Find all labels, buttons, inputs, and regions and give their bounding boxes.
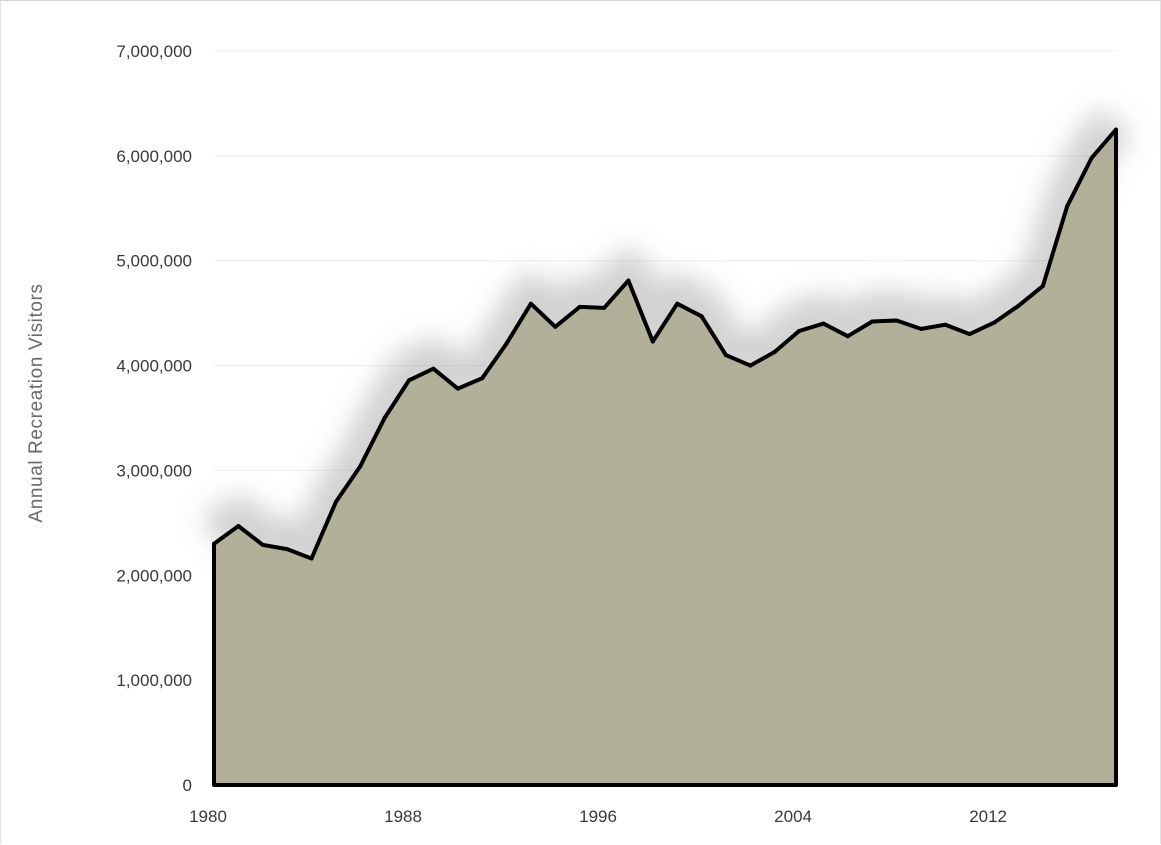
data-point (480, 376, 485, 381)
data-point (1114, 127, 1118, 132)
data-point (212, 541, 216, 546)
data-point (870, 319, 875, 324)
data-point (772, 349, 777, 354)
y-tick-label: 1,000,000 (116, 671, 192, 690)
x-tick-label: 1996 (579, 807, 617, 826)
data-point (1089, 156, 1094, 160)
y-tick-label: 2,000,000 (116, 566, 192, 585)
data-point (943, 322, 948, 327)
data-point (358, 464, 363, 469)
data-point (675, 301, 680, 306)
y-tick-label: 5,000,000 (116, 252, 192, 271)
data-point (626, 278, 631, 283)
data-point (528, 301, 533, 306)
data-point (260, 542, 265, 547)
x-tick-label: 2012 (969, 807, 1007, 826)
data-point (967, 332, 972, 337)
data-point (797, 329, 802, 333)
x-tick-label: 1988 (384, 807, 422, 826)
data-point (553, 324, 558, 329)
data-point (699, 314, 704, 319)
y-tick-label: 0 (183, 776, 192, 795)
data-point (285, 547, 290, 552)
data-point (723, 353, 728, 358)
data-point (1016, 303, 1021, 308)
data-point (236, 524, 241, 528)
y-tick-label: 3,000,000 (116, 461, 192, 480)
data-point (504, 341, 509, 346)
data-point (894, 318, 899, 323)
y-tick-label: 7,000,000 (116, 42, 192, 61)
data-point (748, 363, 753, 368)
series-area (214, 129, 1116, 786)
data-point (1040, 283, 1045, 288)
y-axis-title: Annual Recreation Visitors (26, 283, 47, 522)
data-point (309, 556, 314, 561)
data-point (992, 320, 997, 325)
data-point (845, 334, 850, 339)
data-point (431, 366, 436, 371)
series-glow (201, 107, 1133, 573)
y-tick-label: 4,000,000 (116, 357, 192, 376)
data-point (577, 304, 582, 309)
x-tick-label: 2004 (774, 807, 812, 826)
data-point (1065, 204, 1070, 209)
data-point (821, 321, 826, 326)
line-shadow (201, 107, 1133, 573)
data-point (602, 305, 607, 310)
x-axis-ticks: 1980 1988 1996 2004 2012 (189, 807, 1007, 826)
data-point (919, 326, 923, 331)
y-tick-label: 6,000,000 (116, 147, 192, 166)
data-point (333, 499, 338, 504)
x-tick-label: 1980 (189, 807, 227, 826)
y-axis-ticks: 0 1,000,000 2,000,000 3,000,000 4,000,000 5,0… (116, 42, 192, 795)
area-series (212, 127, 1118, 787)
data-point (650, 339, 655, 344)
data-point (382, 416, 387, 420)
data-point (407, 378, 411, 383)
data-point (455, 386, 460, 391)
